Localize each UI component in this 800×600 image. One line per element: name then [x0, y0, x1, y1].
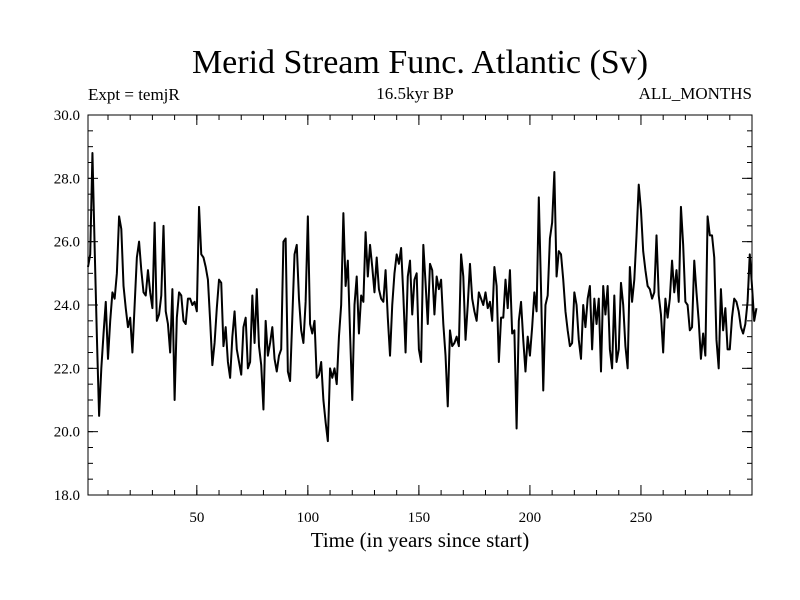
x-tick-label: 200: [519, 510, 542, 526]
period-label: 16.5kyr BP: [376, 84, 453, 103]
plot-frame: [87, 114, 753, 496]
months-label: ALL_MONTHS: [639, 84, 752, 103]
experiment-label: Expt = temjR: [88, 85, 180, 104]
y-tick-label: 28.0: [54, 171, 80, 187]
x-tick-label: 100: [297, 510, 320, 526]
y-tick-label: 30.0: [54, 108, 80, 124]
y-tick-label: 24.0: [54, 298, 80, 314]
x-tick-label: 250: [630, 510, 653, 526]
y-tick-label: 26.0: [54, 235, 80, 251]
axis-tick-labels: 50 100 150 200 250 18.0 20.0 22.0 24.0 26.0 28.0 30…: [54, 108, 652, 526]
y-tick-label: 22.0: [54, 361, 80, 377]
series-line: [87, 152, 758, 443]
chart-title: Merid Stream Func. Atlantic (Sv): [192, 44, 648, 81]
x-axis-label: Time (in years since start): [311, 528, 530, 552]
y-tick-label: 20.0: [54, 425, 80, 441]
x-tick-label: 150: [408, 510, 431, 526]
x-tick-label: 50: [189, 510, 204, 526]
axis-ticks: [88, 114, 753, 496]
y-tick-label: 18.0: [54, 488, 80, 504]
